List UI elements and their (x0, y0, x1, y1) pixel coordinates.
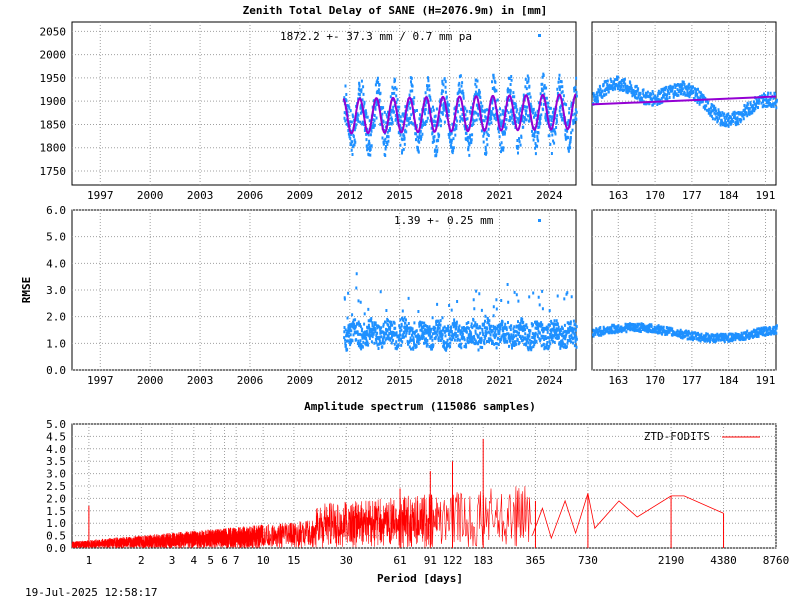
rmse-ytick-label: 3.0 (46, 284, 66, 297)
spectrum-ytick-label: 0.5 (46, 530, 66, 543)
ztd-fit-line (342, 93, 577, 135)
spectrum-xtick-label: 8760 (763, 554, 790, 567)
spectrum-xtick-label: 30 (340, 554, 353, 567)
spectrum-ytick-label: 4.0 (46, 443, 66, 456)
rmse-xtick-label: 2015 (386, 374, 413, 387)
rmse-xtick-label: 2000 (137, 374, 164, 387)
spectrum-xtick-label: 2 (138, 554, 145, 567)
rmse-zoom-data-points (592, 322, 778, 344)
ztd-xtick-label: 2009 (287, 189, 314, 202)
rmse-ylabel: RMSE (20, 277, 33, 304)
ztd-zoom-xtick-label: 177 (682, 189, 702, 202)
rmse-xtick-label: 2012 (337, 374, 364, 387)
ztd-legend-marker (538, 34, 541, 37)
ztd-xtick-label: 2024 (536, 189, 563, 202)
ztd-ytick-label: 1750 (40, 165, 67, 178)
rmse-zoom-xtick-label: 163 (608, 374, 628, 387)
spectrum-ytick-label: 1.5 (46, 505, 66, 518)
spectrum-xtick-label: 7 (233, 554, 240, 567)
spectrum-ytick-label: 3.5 (46, 455, 66, 468)
rmse-xtick-label: 2021 (486, 374, 513, 387)
ztd-ytick-label: 1800 (40, 142, 67, 155)
rmse-data-points (343, 272, 578, 352)
ztd-xtick-label: 2003 (187, 189, 214, 202)
spectrum-ytick-label: 0.0 (46, 542, 66, 555)
rmse-ytick-label: 4.0 (46, 257, 66, 270)
spectrum-xlabel: Period [days] (377, 572, 463, 585)
spectrum-ytick-label: 4.5 (46, 430, 66, 443)
ztd-ytick-label: 1950 (40, 72, 67, 85)
ztd-xtick-label: 1997 (87, 189, 114, 202)
ztd-ytick-label: 2050 (40, 25, 67, 38)
rmse-xtick-label: 2009 (287, 374, 314, 387)
spectrum-xtick-label: 183 (473, 554, 493, 567)
spectrum-xtick-label: 1 (86, 554, 93, 567)
spectrum-legend-label: ZTD-FODITS (644, 430, 710, 443)
spectrum-ytick-label: 2.0 (46, 492, 66, 505)
rmse-zoom-xtick-label: 184 (719, 374, 739, 387)
spectrum-title: Amplitude spectrum (115086 samples) (304, 400, 536, 413)
ztd-annotation: 1872.2 +- 37.3 mm / 0.7 mm pa (280, 30, 472, 43)
rmse-ytick-label: 1.0 (46, 337, 66, 350)
rmse-xtick-label: 2006 (237, 374, 264, 387)
rmse-xtick-label: 2024 (536, 374, 563, 387)
ztd-zoom-xtick-label: 170 (645, 189, 665, 202)
rmse-ytick-label: 2.0 (46, 311, 66, 324)
rmse-annotation: 1.39 +- 0.25 mm (394, 214, 494, 227)
spectrum-xtick-label: 6 (221, 554, 228, 567)
ztd-zoom-fit-line (591, 95, 777, 106)
spectrum-xtick-label: 365 (526, 554, 546, 567)
ztd-xtick-label: 2021 (486, 189, 513, 202)
spectrum-xtick-label: 91 (424, 554, 437, 567)
ztd-zoom-xtick-label: 184 (719, 189, 739, 202)
spectrum-xtick-label: 4380 (710, 554, 737, 567)
rmse-zoom-xtick-label: 177 (682, 374, 702, 387)
rmse-legend-marker (538, 219, 541, 222)
ztd-xtick-label: 2015 (386, 189, 413, 202)
rmse-xtick-label: 2003 (187, 374, 214, 387)
ztd-ytick-label: 1900 (40, 95, 67, 108)
spectrum-xtick-label: 10 (257, 554, 270, 567)
spectrum-line (71, 486, 532, 549)
rmse-zoom-xtick-label: 191 (756, 374, 776, 387)
ztd-data-points (343, 72, 578, 158)
rmse-ytick-label: 0.0 (46, 364, 66, 377)
spectrum-ytick-label: 1.0 (46, 517, 66, 530)
ztd-xtick-label: 2000 (137, 189, 164, 202)
spectrum-tail-line (531, 493, 724, 540)
spectrum-xtick-label: 2190 (658, 554, 685, 567)
ztd-frame (71, 21, 577, 186)
spectrum-xtick-label: 122 (443, 554, 463, 567)
spectrum-xtick-label: 4 (191, 554, 198, 567)
spectrum-xtick-label: 730 (578, 554, 598, 567)
ztd-zoom-data-points (592, 75, 778, 128)
rmse-zoom-xtick-label: 170 (645, 374, 665, 387)
rmse-ytick-label: 5.0 (46, 231, 66, 244)
ztd-xtick-label: 2012 (337, 189, 364, 202)
rmse-xtick-label: 1997 (87, 374, 114, 387)
spectrum-ytick-label: 5.0 (46, 418, 66, 431)
ztd-zoom-xtick-label: 163 (608, 189, 628, 202)
figure-title: Zenith Total Delay of SANE (H=2076.9m) i… (243, 4, 548, 17)
timestamp: 19-Jul-2025 12:58:17 (25, 586, 157, 599)
ztd-xtick-label: 2006 (237, 189, 264, 202)
spectrum-xtick-label: 61 (393, 554, 406, 567)
spectrum-ytick-label: 2.5 (46, 480, 66, 493)
spectrum-xtick-label: 5 (207, 554, 214, 567)
spectrum-ytick-label: 3.0 (46, 468, 66, 481)
ztd-ytick-label: 2000 (40, 49, 67, 62)
spectrum-xtick-label: 3 (169, 554, 176, 567)
ztd-xtick-label: 2018 (436, 189, 463, 202)
ztd-zoom-xtick-label: 191 (756, 189, 776, 202)
spectrum-xtick-label: 15 (287, 554, 300, 567)
rmse-ytick-label: 6.0 (46, 204, 66, 217)
rmse-xtick-label: 2018 (436, 374, 463, 387)
ztd-ytick-label: 1850 (40, 118, 67, 131)
